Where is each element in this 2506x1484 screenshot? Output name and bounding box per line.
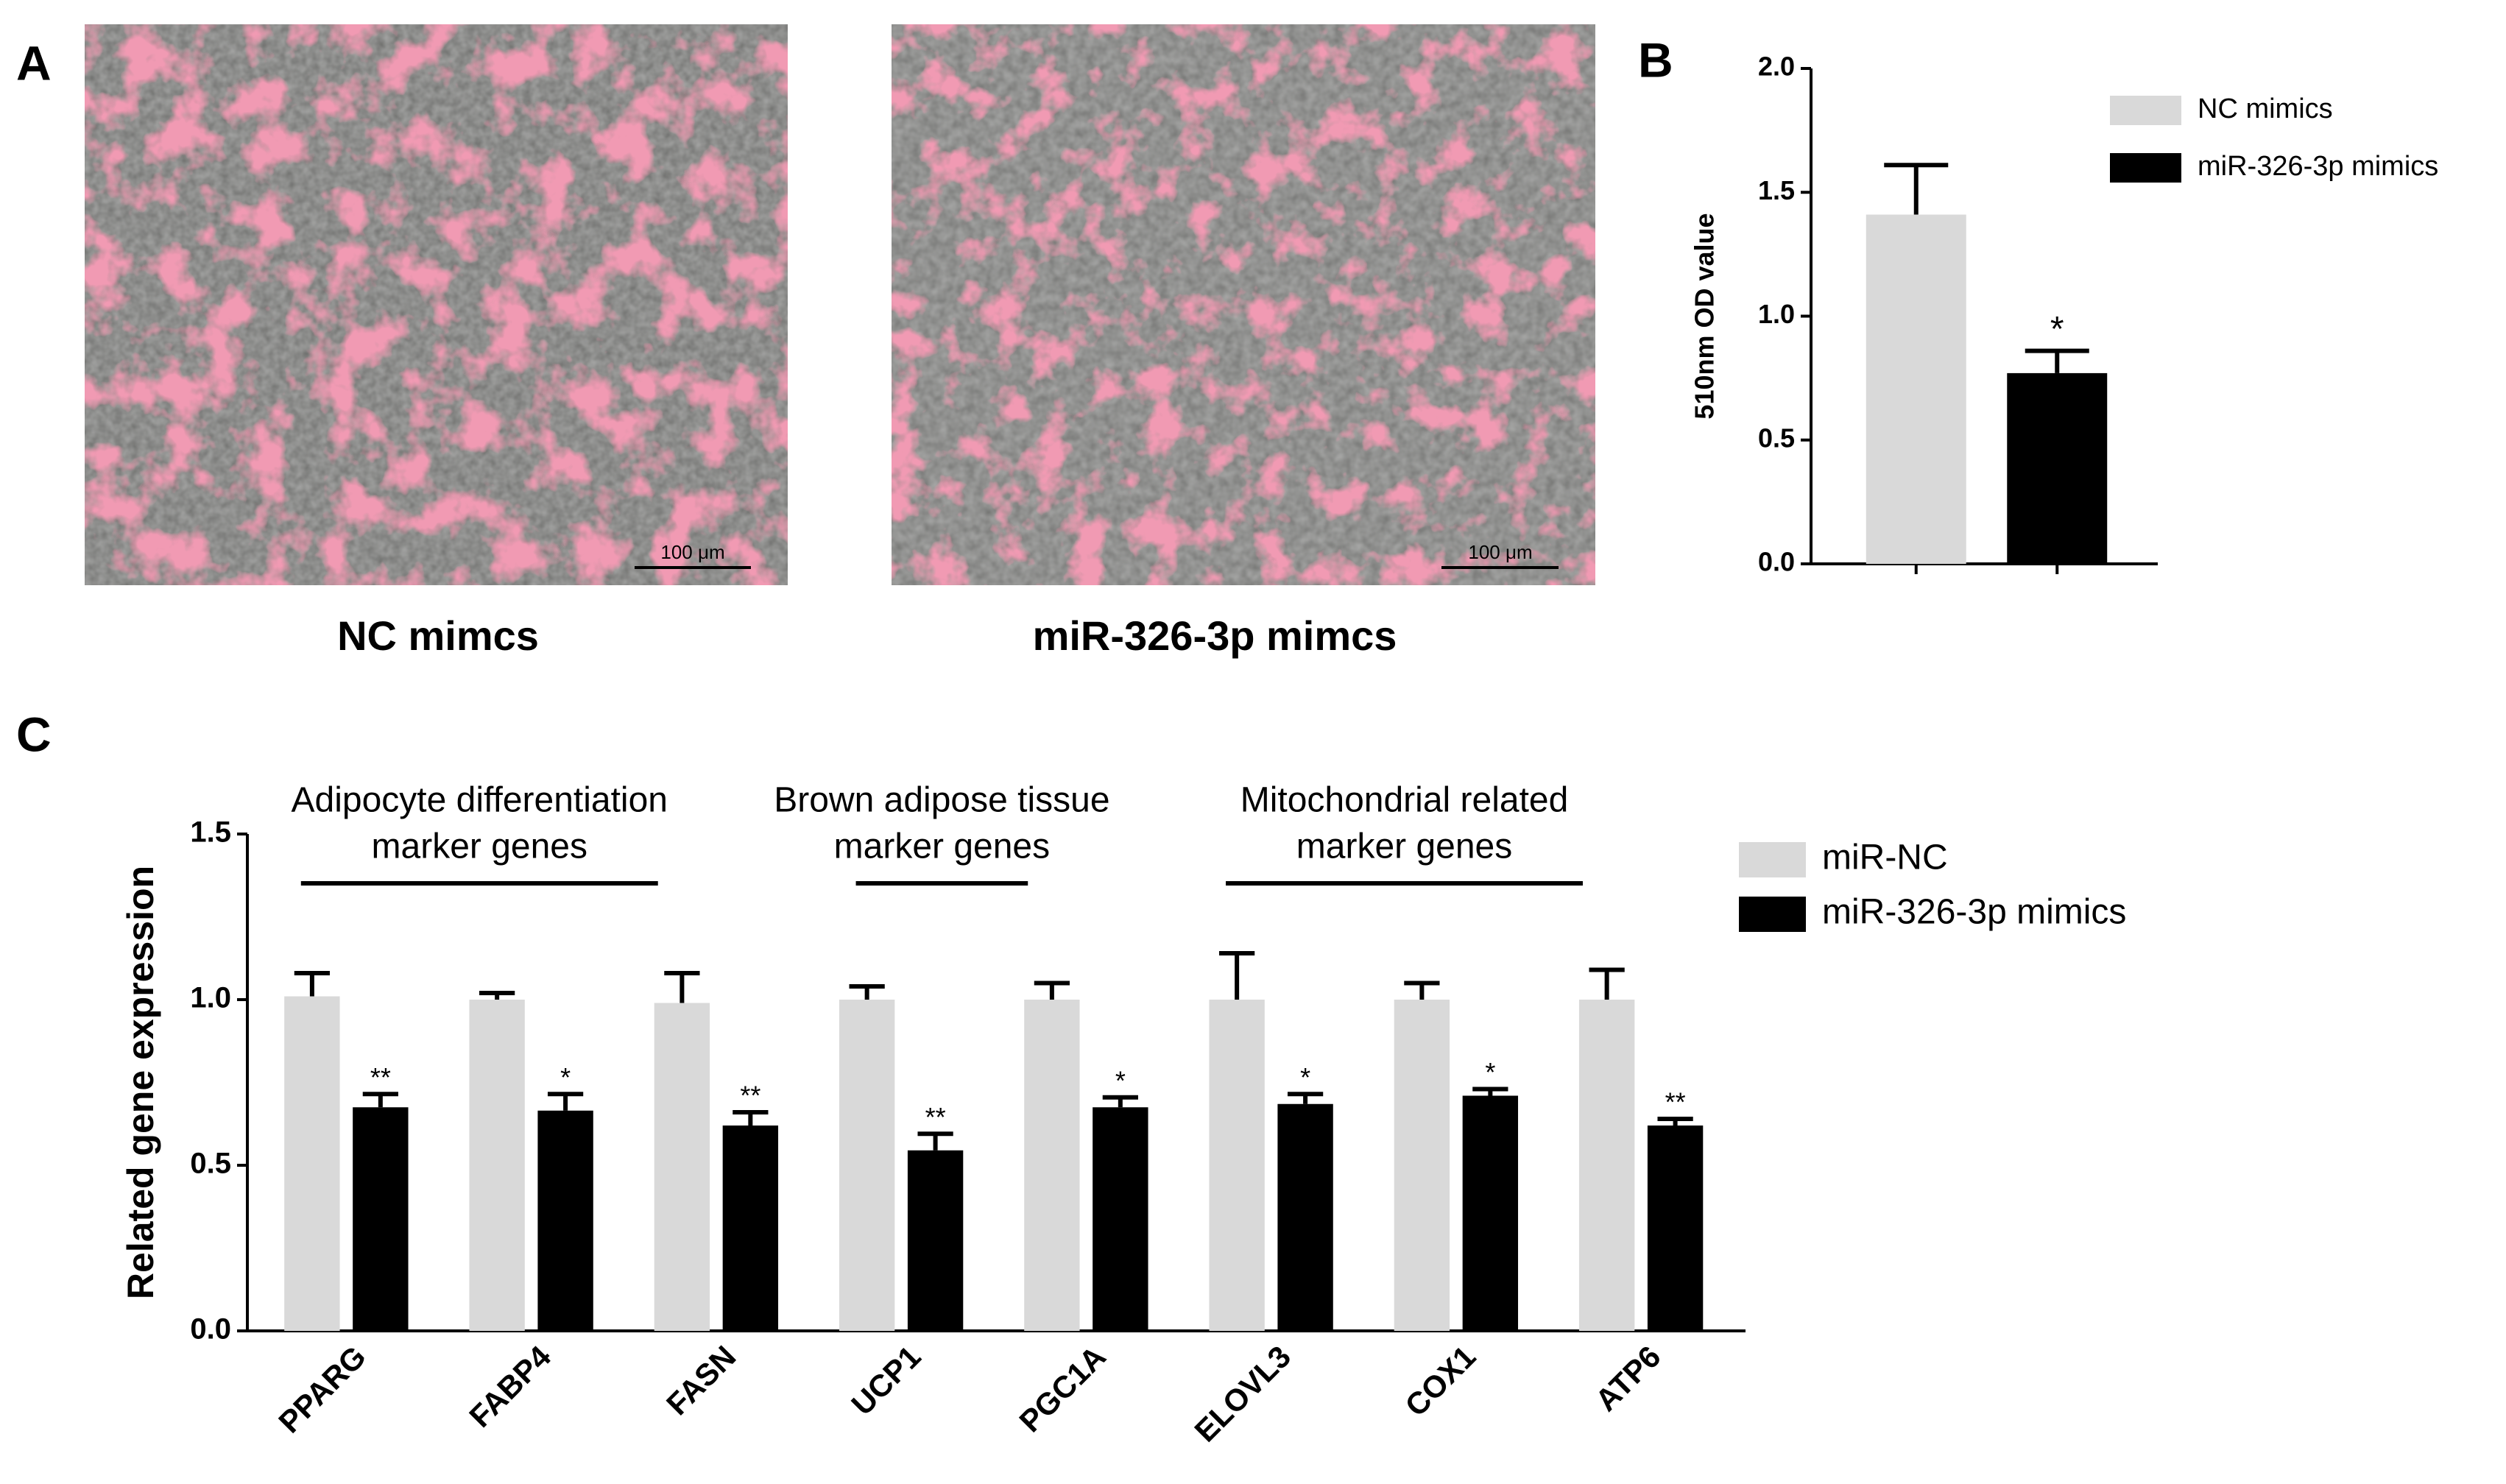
- error-bar: [1589, 967, 1625, 1000]
- legend-label: NC mimics: [2198, 93, 2333, 124]
- bar: [654, 1003, 710, 1331]
- group-label: Brown adipose tissue: [774, 781, 1109, 820]
- bar: [469, 1000, 525, 1331]
- panel-label: C: [16, 707, 52, 761]
- error-bar: [1404, 981, 1440, 1000]
- bar: [1209, 1000, 1265, 1331]
- bar: [1024, 1000, 1080, 1331]
- y-tick-label: 0.0: [1758, 547, 1795, 577]
- significance: *: [2050, 310, 2064, 349]
- legend-swatch: [2110, 153, 2181, 183]
- legend-label: miR-326-3p mimics: [1822, 893, 2126, 932]
- significance: *: [1115, 1065, 1126, 1095]
- bar: [839, 1000, 895, 1331]
- significance: *: [1300, 1062, 1310, 1092]
- y-tick-label: 1.0: [190, 982, 231, 1014]
- error-bar: [479, 991, 515, 1000]
- panel-label: A: [16, 35, 52, 90]
- error-bar: [1034, 981, 1070, 1000]
- error-bar: [1884, 163, 1949, 215]
- error-bar: [664, 971, 700, 1003]
- bar: [907, 1150, 964, 1331]
- bar: [353, 1107, 409, 1331]
- scale-bar-label: 100 μm: [1468, 541, 1532, 563]
- micrograph: [892, 24, 1595, 585]
- y-axis-label: 510nm OD value: [1690, 213, 1720, 419]
- significance: **: [1665, 1087, 1686, 1117]
- group-label: marker genes: [372, 827, 587, 866]
- error-bar: [547, 1092, 584, 1111]
- y-tick-label: 0.5: [1758, 423, 1795, 453]
- significance: **: [740, 1081, 760, 1111]
- legend-swatch: [2110, 96, 2181, 125]
- legend-label: miR-326-3p mimics: [2198, 151, 2438, 182]
- significance: **: [370, 1062, 391, 1092]
- bar: [722, 1126, 779, 1331]
- bar: [1277, 1103, 1333, 1331]
- error-bar: [1219, 951, 1255, 1000]
- bar: [1578, 1000, 1635, 1331]
- group-label: marker genes: [834, 827, 1050, 866]
- error-bar: [1102, 1095, 1138, 1108]
- error-bar: [294, 971, 331, 997]
- error-bar: [1657, 1117, 1693, 1126]
- y-tick-label: 0.0: [190, 1313, 231, 1346]
- y-tick-label: 2.0: [1758, 52, 1795, 82]
- y-tick-label: 0.5: [190, 1148, 231, 1180]
- error-bar: [2025, 348, 2089, 373]
- image-caption: miR-326-3p mimcs: [1033, 612, 1397, 659]
- significance: *: [1485, 1057, 1495, 1087]
- legend-label: miR-NC: [1822, 838, 1948, 877]
- group-label: Adipocyte differentiation: [292, 781, 668, 820]
- y-tick-label: 1.0: [1758, 299, 1795, 329]
- image-caption: NC mimcs: [337, 612, 539, 659]
- y-tick-label: 1.5: [190, 816, 231, 849]
- error-bar: [362, 1092, 398, 1108]
- error-bar: [1472, 1086, 1508, 1096]
- group-label: marker genes: [1296, 827, 1512, 866]
- legend-swatch: [1739, 842, 1806, 877]
- group-label: Mitochondrial related: [1240, 781, 1569, 820]
- bar: [1647, 1126, 1704, 1331]
- error-bar: [733, 1110, 769, 1126]
- micrograph: [85, 24, 788, 585]
- bar: [1394, 1000, 1450, 1331]
- legend-swatch: [1739, 897, 1806, 932]
- bar: [2007, 372, 2108, 564]
- error-bar: [917, 1131, 953, 1151]
- significance: *: [560, 1062, 571, 1092]
- bar: [1093, 1107, 1148, 1331]
- bar: [537, 1110, 593, 1331]
- scale-bar-label: 100 μm: [660, 541, 724, 563]
- bar: [1462, 1095, 1519, 1331]
- y-axis-label: Related gene expression: [120, 866, 161, 1299]
- y-tick-label: 1.5: [1758, 175, 1795, 205]
- bar: [1866, 214, 1966, 564]
- panel-label: B: [1638, 32, 1673, 87]
- error-bar: [1287, 1092, 1324, 1104]
- bar: [284, 996, 340, 1331]
- significance: **: [925, 1102, 946, 1132]
- error-bar: [849, 984, 885, 1000]
